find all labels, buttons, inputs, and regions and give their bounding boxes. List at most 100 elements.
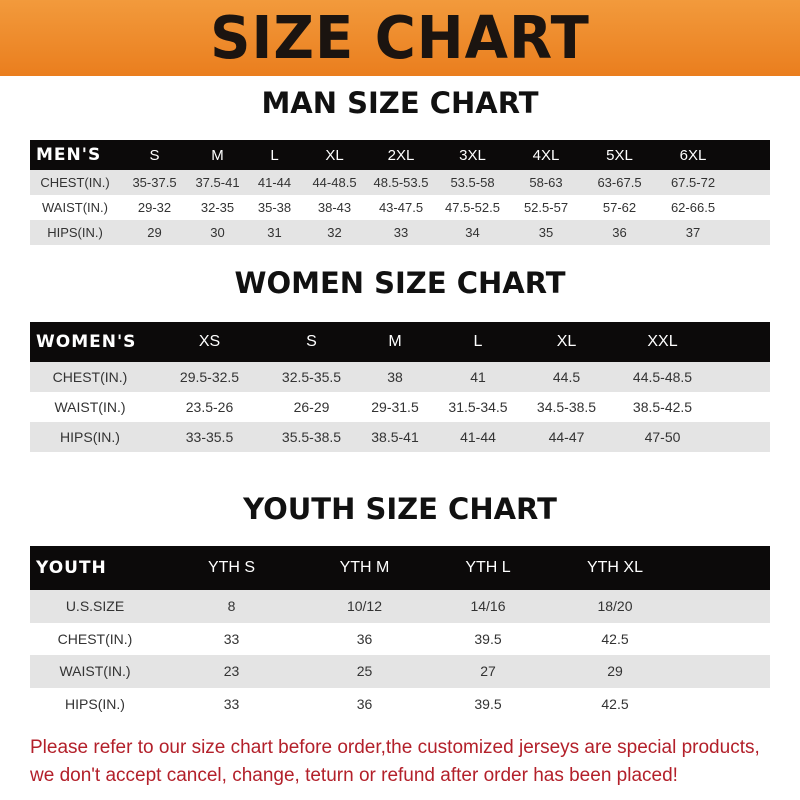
- table-cell: 4XL: [532, 146, 560, 164]
- page-title: SIZE CHART: [210, 3, 590, 73]
- table-cell: 18/20: [597, 598, 633, 615]
- table-cell: 35: [538, 225, 554, 240]
- table-cell: 8: [227, 598, 236, 615]
- table-cell: YTH S: [207, 559, 256, 576]
- table-cell: XL: [325, 146, 344, 164]
- table-row: HIPS(IN.) 33-35.5 35.5-38.5 38.5-41 41-44 44-…: [30, 422, 770, 452]
- table-cell: 32.5-35.5: [281, 369, 342, 385]
- table-cell: 32: [327, 225, 342, 240]
- table-cell: M: [388, 333, 402, 350]
- table-row: CHEST(IN.) 33 36 39.5 42.5: [30, 623, 770, 656]
- table-cell: 44-48.5: [312, 175, 357, 190]
- row-label: WAIST(IN.): [42, 200, 108, 215]
- table-cell: 33: [223, 695, 240, 712]
- table-cell: 37.5-41: [195, 175, 240, 190]
- row-label: WAIST(IN.): [59, 663, 131, 680]
- table-cell: 57-62: [602, 200, 637, 215]
- table-cell: 43-47.5: [378, 200, 424, 215]
- order-note: Please refer to our size chart before or…: [30, 734, 790, 790]
- table-row: CHEST(IN.) 29.5-32.5 32.5-35.5 38 41 44.5 44.5…: [30, 362, 770, 392]
- table-cell: 35-37.5: [132, 175, 177, 190]
- table-cell: S: [306, 333, 317, 350]
- table-header-row: MEN'S S M L XL 2XL 3XL 4XL 5XL 6XL: [30, 140, 770, 170]
- table-cell: 31.5-34.5: [448, 399, 508, 415]
- table-header-row: WOMEN'S XS S M L XL XXL: [30, 322, 770, 362]
- table-cell: 2XL: [387, 146, 415, 164]
- table-cell: 42.5: [601, 630, 629, 647]
- table-cell: 29: [147, 225, 162, 240]
- row-label: HIPS(IN.): [65, 695, 125, 712]
- table-cell: 38-43: [317, 200, 352, 215]
- youth-size-table: YOUTH YTH S YTH M YTH L YTH XL U.S.SIZE 8 10/12…: [30, 546, 770, 720]
- row-label: U.S.SIZE: [65, 598, 125, 615]
- table-cell: 44.5-48.5: [632, 369, 693, 385]
- table-cell: 6XL: [679, 146, 707, 164]
- table-cell: 38.5-41: [371, 429, 419, 445]
- row-label: CHEST(IN.): [57, 630, 133, 647]
- table-cell: 41-44: [460, 429, 496, 445]
- table-cell: 42.5: [601, 695, 629, 712]
- table-cell: 47.5-52.5: [445, 200, 500, 215]
- table-cell: 33-35.5: [185, 429, 234, 445]
- table-cell: 53.5-58: [450, 175, 495, 190]
- youth-chart-title: YOUTH SIZE CHART: [243, 492, 557, 526]
- table-cell: 47-50: [644, 429, 681, 445]
- table-row: HIPS(IN.) 33 36 39.5 42.5: [30, 688, 770, 721]
- table-cell: 41: [470, 369, 486, 385]
- table-cell: 32-35: [200, 200, 235, 215]
- table-cell: 52.5-57: [523, 200, 569, 215]
- men-chart-title: MAN SIZE CHART: [261, 86, 539, 120]
- table-row: HIPS(IN.) 29 30 31 32 33 34 35 36 37: [30, 220, 770, 245]
- table-cell: 29.5-32.5: [179, 369, 240, 385]
- title-banner: SIZE CHART: [0, 0, 800, 76]
- table-cell: 35-38: [257, 200, 292, 215]
- table-header-row: YOUTH YTH S YTH M YTH L YTH XL: [30, 546, 770, 590]
- table-cell: 3XL: [459, 146, 486, 164]
- table-cell: 33: [393, 225, 409, 240]
- table-cell: 25: [356, 663, 373, 680]
- row-label: HIPS(IN.): [47, 225, 103, 240]
- table-cell: L: [270, 146, 279, 164]
- table-cell: 39.5: [474, 630, 502, 647]
- row-label: WAIST(IN.): [54, 399, 126, 415]
- table-cell: 36: [356, 630, 373, 647]
- table-cell: 14/16: [470, 598, 506, 615]
- table-cell: XS: [198, 333, 221, 350]
- table-cell: 62-66.5: [670, 200, 716, 215]
- table-cell: YTH M: [339, 559, 390, 576]
- table-cell: 29-32: [137, 200, 172, 215]
- table-row: WAIST(IN.) 23.5-26 26-29 29-31.5 31.5-34.5 34…: [30, 392, 770, 422]
- row-label: CHEST(IN.): [40, 175, 110, 190]
- row-label: MEN'S: [36, 145, 102, 165]
- table-cell: 33: [223, 630, 240, 647]
- table-cell: 29: [607, 663, 623, 680]
- table-cell: 30: [210, 225, 225, 240]
- table-cell: 41-44: [257, 175, 292, 190]
- table-cell: 38: [387, 369, 403, 385]
- table-cell: 48.5-53.5: [373, 175, 429, 190]
- table-cell: 58-63: [529, 175, 563, 190]
- table-cell: YTH L: [465, 559, 511, 576]
- table-cell: 38.5-42.5: [632, 399, 693, 415]
- table-cell: 36: [356, 695, 373, 712]
- row-label: CHEST(IN.): [52, 369, 128, 385]
- row-label: HIPS(IN.): [60, 429, 120, 445]
- women-size-table: WOMEN'S XS S M L XL XXL CHEST(IN.) 29.5-32.5 32.5…: [30, 322, 770, 452]
- table-cell: 44.5: [552, 369, 581, 385]
- table-cell: 34.5-38.5: [536, 399, 597, 415]
- table-cell: S: [149, 146, 160, 164]
- table-cell: 35.5-38.5: [281, 429, 342, 445]
- table-cell: 39.5: [474, 695, 502, 712]
- table-row: WAIST(IN.) 23 25 27 29: [30, 655, 770, 688]
- row-label: YOUTH: [36, 558, 107, 578]
- table-cell: 44-47: [548, 429, 585, 445]
- women-chart-title: WOMEN SIZE CHART: [234, 266, 566, 300]
- order-note-line-2: we don't accept cancel, change, teturn o…: [30, 765, 678, 786]
- table-cell: 5XL: [606, 146, 633, 164]
- table-row: U.S.SIZE 8 10/12 14/16 18/20: [30, 590, 770, 623]
- table-cell: XL: [556, 333, 577, 350]
- table-cell: 23: [223, 663, 240, 680]
- table-cell: 67.5-72: [670, 175, 716, 190]
- order-note-line-1: Please refer to our size chart before or…: [30, 737, 760, 758]
- table-cell: 63-67.5: [597, 175, 642, 190]
